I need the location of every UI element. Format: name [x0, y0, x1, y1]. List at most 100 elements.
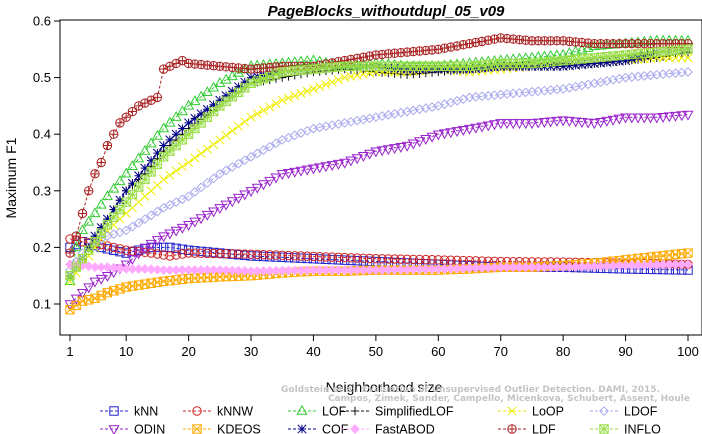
data-point — [296, 65, 306, 75]
series-line — [69, 57, 688, 282]
data-point — [558, 61, 568, 71]
data-point — [414, 137, 426, 148]
legend: kNN kNNW LOF SimplifiedLOF LoOP LDOF ODIN KDEOS… — [100, 405, 661, 434]
data-point — [433, 44, 444, 54]
data-point — [358, 52, 369, 62]
data-point — [627, 49, 637, 60]
y-tick-label: 0.4 — [33, 127, 51, 142]
data-point — [333, 252, 344, 263]
data-point — [296, 253, 306, 263]
data-point — [577, 37, 587, 48]
data-point — [620, 113, 632, 124]
data-point — [140, 247, 150, 258]
data-point — [246, 73, 256, 83]
data-point — [358, 253, 369, 263]
data-point — [140, 214, 150, 225]
data-point — [402, 254, 412, 264]
data-point — [251, 183, 263, 194]
data-point — [538, 118, 550, 128]
x-tick-label: 60 — [431, 344, 445, 359]
data-point — [76, 224, 89, 235]
data-point — [314, 251, 325, 262]
data-point — [302, 251, 312, 261]
legend-label: KDEOS — [217, 423, 261, 434]
x-tick-label: 80 — [556, 344, 570, 359]
data-point — [139, 144, 151, 155]
data-point — [290, 91, 300, 101]
data-point — [71, 231, 81, 241]
data-point — [533, 58, 543, 68]
series-ldof — [65, 67, 693, 275]
data-point — [583, 38, 593, 48]
data-point — [657, 112, 669, 123]
data-point — [633, 49, 643, 59]
data-point — [140, 264, 150, 274]
data-point — [240, 63, 250, 74]
data-point — [621, 56, 631, 66]
data-point — [439, 43, 450, 53]
x-tick-label: 70 — [493, 344, 507, 359]
series-fastabod — [65, 259, 693, 277]
data-point — [265, 102, 275, 112]
data-point — [588, 119, 600, 130]
data-point — [595, 52, 606, 62]
data-point — [339, 252, 350, 263]
legend-marker — [350, 406, 360, 416]
data-point — [102, 262, 113, 273]
data-point — [371, 254, 381, 264]
data-point — [290, 251, 300, 261]
data-point — [215, 248, 225, 259]
data-point — [171, 197, 182, 208]
data-point — [340, 73, 350, 83]
watermark-line-1: Goldstein et al. Evaluation of Unsupervi… — [281, 385, 660, 395]
data-point — [438, 129, 451, 140]
data-point — [171, 250, 181, 260]
data-point — [289, 167, 301, 178]
data-point — [227, 62, 238, 73]
legend-marker — [297, 424, 307, 434]
series-line — [69, 51, 689, 276]
data-point — [114, 175, 126, 186]
data-point — [145, 239, 157, 250]
data-point — [102, 244, 113, 254]
legend-marker — [507, 424, 517, 434]
data-point — [121, 186, 131, 196]
data-point — [115, 118, 125, 128]
data-point — [457, 125, 469, 136]
data-point — [339, 158, 351, 169]
data-point — [96, 223, 106, 233]
x-tick-label: 30 — [244, 344, 258, 359]
data-point — [620, 50, 631, 60]
data-point — [308, 64, 319, 74]
data-point — [352, 256, 362, 266]
data-point — [564, 61, 574, 71]
data-point — [502, 33, 512, 44]
data-point — [432, 130, 444, 141]
x-tick-label: 1 — [66, 344, 73, 359]
data-point — [115, 263, 125, 274]
legend-item-simplifiedlof: SimplifiedLOF — [341, 405, 454, 419]
series-inflo — [65, 44, 693, 281]
data-point — [652, 47, 662, 57]
data-point — [252, 249, 262, 260]
data-point — [452, 41, 462, 51]
data-point — [389, 254, 400, 264]
data-point — [451, 127, 463, 138]
data-point — [184, 118, 194, 128]
data-point — [383, 254, 394, 264]
data-point — [232, 193, 245, 204]
data-point — [246, 64, 256, 74]
data-point — [196, 182, 206, 193]
data-point — [577, 54, 587, 64]
legend-label: INFLO — [624, 423, 661, 434]
legend-label: kNNW — [217, 405, 253, 419]
data-point — [90, 231, 100, 241]
legend-item-odin: ODIN — [100, 423, 165, 434]
data-point — [183, 248, 194, 258]
data-point — [295, 166, 307, 177]
data-point — [602, 51, 612, 62]
legend-marker — [108, 425, 120, 434]
data-point — [670, 45, 681, 56]
data-point — [121, 197, 131, 207]
data-point — [102, 241, 113, 251]
